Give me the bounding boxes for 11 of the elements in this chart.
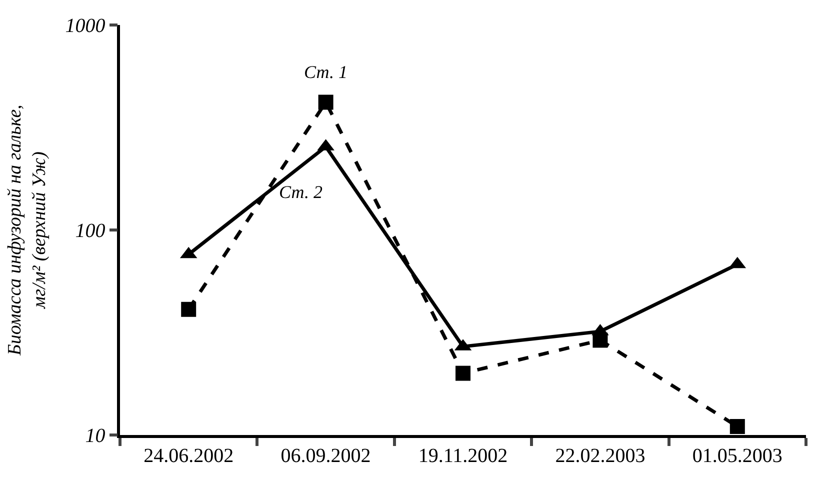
x-tick-label: 01.05.2003 — [692, 444, 782, 467]
y-tick-label: 1000 — [65, 15, 106, 37]
y-tick-label: 100 — [75, 220, 106, 242]
x-tick-label: 22.02.2003 — [555, 444, 646, 467]
y-axis-title: Биомасса инфузорий на гальке, мг/м² (верхний Уж) — [4, 104, 50, 356]
x-tick-label: 24.06.2002 — [144, 444, 234, 467]
series-label: Ст. 1 — [304, 62, 348, 82]
y-tick-label: 10 — [85, 425, 106, 447]
x-tick-label: 06.09.2002 — [280, 444, 371, 467]
series-label: Ст. 2 — [279, 182, 322, 202]
x-tick-label: 19.11.2002 — [418, 444, 508, 467]
